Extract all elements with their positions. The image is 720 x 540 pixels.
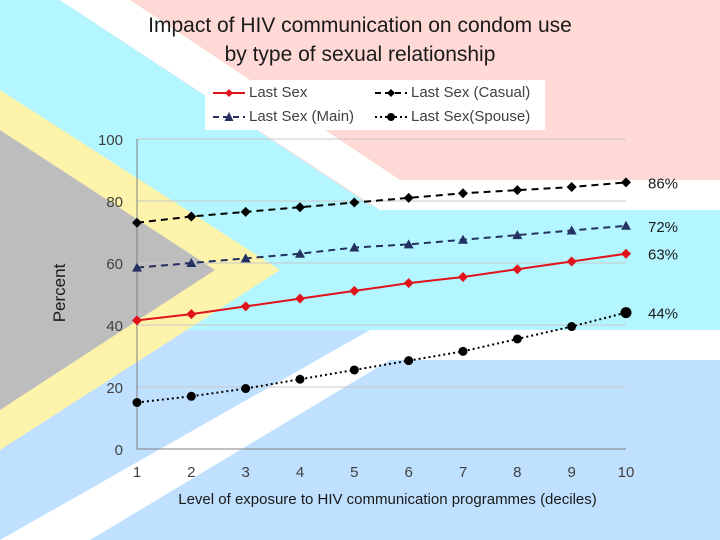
point-last-sex-spouse-6 bbox=[404, 356, 414, 366]
point-last-sex-casual-10 bbox=[621, 177, 631, 188]
flag-white-upper-band bbox=[60, 0, 720, 210]
point-last-sex-casual-7 bbox=[458, 188, 468, 199]
point-last-sex-casual-5 bbox=[349, 197, 360, 208]
chart-title-line1: Impact of HIV communication on condom us… bbox=[148, 14, 572, 37]
y-tick-label-20: 20 bbox=[106, 380, 123, 397]
y-tick-label-40: 40 bbox=[106, 318, 123, 335]
flag-blue-field bbox=[0, 330, 720, 540]
x-tick-label-7: 7 bbox=[459, 464, 467, 481]
point-last-sex-2 bbox=[186, 309, 197, 320]
point-last-sex-main-3 bbox=[240, 253, 251, 263]
legend-swatch-last-sex-main bbox=[213, 112, 245, 121]
point-last-sex-spouse-7 bbox=[458, 346, 468, 356]
point-last-sex-8 bbox=[512, 264, 523, 275]
point-last-sex-5 bbox=[349, 285, 360, 296]
x-tick-label-2: 2 bbox=[187, 464, 195, 481]
end-label-last-sex-main: 72% bbox=[648, 219, 678, 236]
point-last-sex-spouse-2 bbox=[186, 391, 196, 401]
x-tick-label-8: 8 bbox=[513, 464, 521, 481]
y-tick-label-100: 100 bbox=[98, 132, 123, 149]
x-tick-label-6: 6 bbox=[404, 464, 412, 481]
series-line-last-sex-casual bbox=[136, 181, 627, 224]
point-last-sex-spouse-8 bbox=[512, 334, 522, 344]
flag-white-lower-band bbox=[0, 330, 720, 540]
point-last-sex-10 bbox=[621, 248, 631, 259]
point-last-sex-spouse-1 bbox=[132, 398, 142, 407]
legend-swatch-last-sex-spouse bbox=[375, 113, 407, 121]
point-last-sex-casual-4 bbox=[295, 202, 305, 213]
y-tick-label-0: 0 bbox=[115, 442, 123, 459]
point-last-sex-main-1 bbox=[132, 262, 142, 272]
series-line-last-sex-spouse bbox=[136, 311, 627, 404]
tick-labels: 0 20 40 60 80 100 1 2 3 4 5 6 7 8 9 10 63% 86% 72% 44% bbox=[98, 132, 678, 481]
point-last-sex-main-5 bbox=[349, 242, 360, 252]
y-tick-label-60: 60 bbox=[106, 256, 123, 273]
gridlines bbox=[137, 138, 626, 388]
y-axis-label: Percent bbox=[50, 263, 69, 323]
point-last-sex-casual-6 bbox=[403, 192, 414, 203]
chart-title-line2: by type of sexual relationship bbox=[224, 43, 496, 66]
point-last-sex-spouse-4 bbox=[295, 374, 305, 384]
point-last-sex-spouse-9 bbox=[567, 322, 577, 332]
point-last-sex-main-7 bbox=[458, 234, 468, 244]
legend-swatch-last-sex-casual bbox=[375, 89, 407, 97]
legend-swatch-last-sex bbox=[213, 89, 245, 97]
x-tick-label-4: 4 bbox=[296, 464, 304, 481]
flag-gray-triangle bbox=[0, 130, 215, 410]
series-line-last-sex-main bbox=[136, 224, 627, 269]
point-last-sex-7 bbox=[458, 271, 468, 282]
end-label-last-sex-casual: 86% bbox=[648, 175, 678, 192]
point-last-sex-casual-1 bbox=[132, 217, 142, 228]
legend-label-last-sex-main: Last Sex (Main) bbox=[249, 108, 355, 125]
point-last-sex-casual-2 bbox=[186, 211, 197, 222]
y-tick-label-80: 80 bbox=[106, 194, 123, 211]
legend-label-last-sex: Last Sex bbox=[249, 84, 308, 101]
legend-label-last-sex-casual: Last Sex (Casual) bbox=[411, 84, 531, 101]
point-last-sex-3 bbox=[240, 301, 251, 312]
point-last-sex-casual-9 bbox=[566, 182, 577, 193]
x-tick-label-5: 5 bbox=[350, 464, 358, 481]
axes bbox=[136, 139, 626, 450]
point-last-sex-main-4 bbox=[295, 248, 305, 258]
end-label-last-sex: 63% bbox=[648, 247, 678, 264]
point-last-sex-9 bbox=[566, 256, 577, 267]
chart-legend: Last Sex Last Sex (Casual) Last Sex (Mai… bbox=[205, 80, 545, 130]
point-last-sex-1 bbox=[132, 315, 142, 326]
point-last-sex-spouse-3 bbox=[241, 384, 251, 394]
x-axis-label: Level of exposure to HIV communication p… bbox=[178, 491, 597, 508]
legend-label-last-sex-spouse: Last Sex(Spouse) bbox=[411, 108, 531, 125]
point-last-sex-main-9 bbox=[566, 225, 577, 235]
x-tick-label-1: 1 bbox=[133, 464, 141, 481]
point-last-sex-main-10 bbox=[621, 220, 631, 230]
series-line-last-sex bbox=[136, 252, 627, 322]
point-last-sex-6 bbox=[403, 278, 414, 289]
x-tick-label-3: 3 bbox=[241, 464, 249, 481]
point-last-sex-main-6 bbox=[403, 239, 414, 249]
point-last-sex-main-8 bbox=[512, 230, 523, 240]
x-tick-label-10: 10 bbox=[618, 464, 635, 481]
point-last-sex-main-2 bbox=[186, 258, 197, 267]
point-last-sex-4 bbox=[295, 293, 305, 304]
point-last-sex-casual-8 bbox=[512, 185, 523, 196]
point-last-sex-spouse-5 bbox=[349, 365, 359, 375]
end-label-last-sex-spouse: 44% bbox=[648, 306, 678, 323]
point-last-sex-casual-3 bbox=[240, 206, 251, 217]
point-last-sex-spouse-10 bbox=[620, 307, 632, 319]
series-lines bbox=[132, 177, 632, 407]
x-tick-label-9: 9 bbox=[567, 464, 575, 481]
